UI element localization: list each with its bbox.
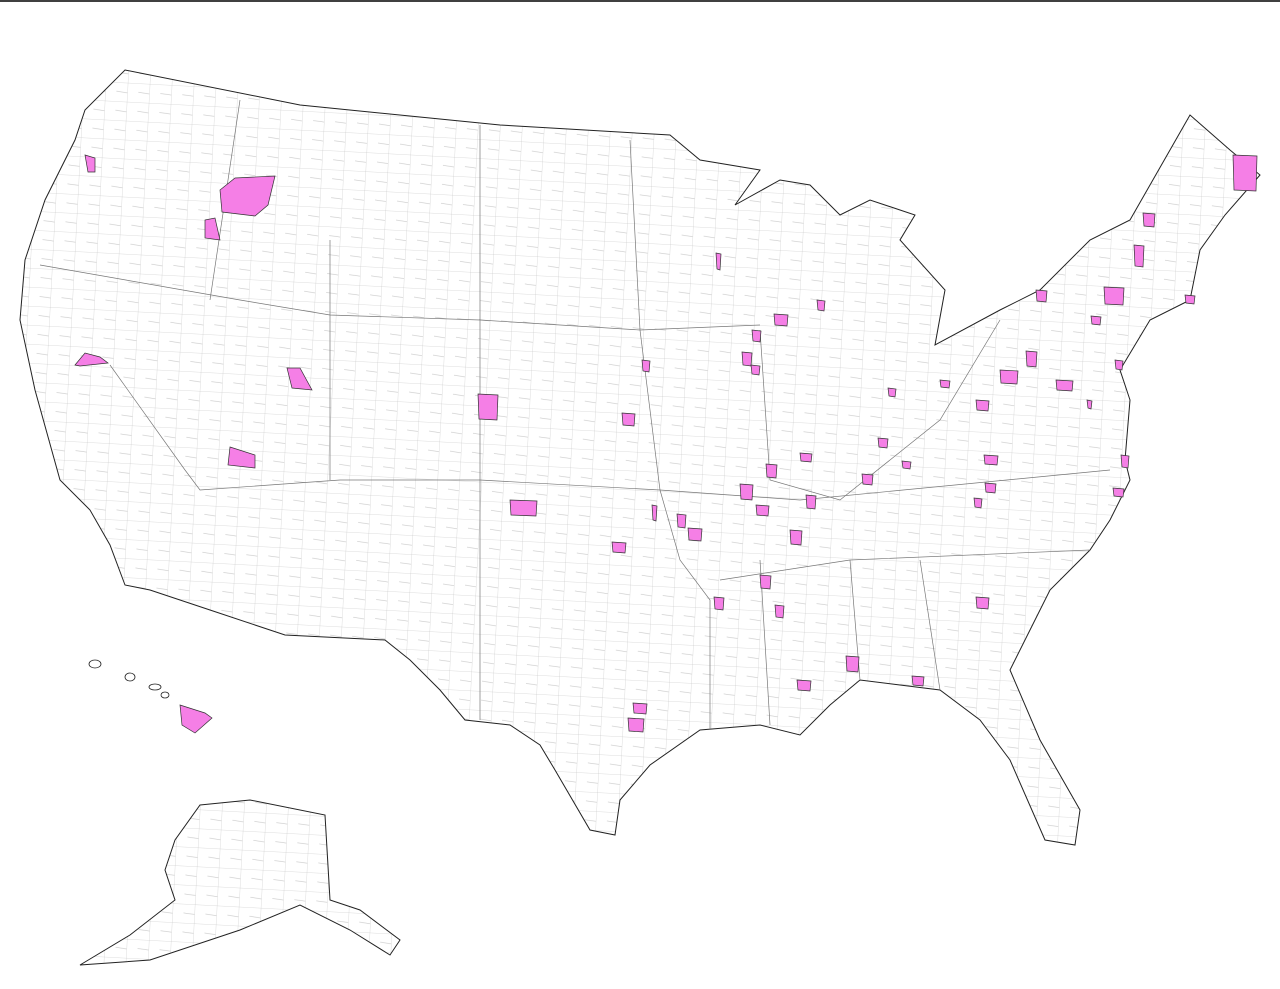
county-highlight — [84, 154, 96, 173]
county-highlight — [739, 483, 754, 501]
hawaii — [88, 659, 170, 699]
county-highlight — [1114, 359, 1124, 371]
highlighted-counties — [74, 154, 1258, 734]
county-highlight — [204, 217, 221, 241]
county-highlight — [887, 387, 897, 398]
county-highlight — [750, 364, 761, 376]
county-highlight — [939, 379, 951, 389]
county-highlight — [975, 596, 990, 610]
county-highlight — [773, 313, 789, 327]
county-highlight — [975, 399, 990, 412]
county-highlight — [755, 504, 770, 517]
county-highlight — [751, 329, 762, 343]
county-highlight — [1184, 294, 1196, 305]
county-highlight — [227, 446, 256, 469]
county-highlight — [759, 574, 772, 590]
county-highlight — [676, 513, 687, 529]
county-highlight — [789, 529, 803, 546]
county-highlight — [1133, 244, 1145, 268]
county-highlight — [911, 675, 925, 687]
county-highlight — [1112, 487, 1125, 498]
county-highlight — [999, 369, 1019, 385]
county-highlight — [1055, 379, 1074, 392]
county-highlight — [509, 499, 538, 517]
county-highlight — [286, 367, 313, 391]
county-highlight — [687, 527, 703, 542]
county-highlight — [611, 541, 627, 554]
county-highlight — [816, 299, 826, 312]
county-highlight — [973, 497, 983, 509]
county-highlight — [765, 463, 778, 479]
county-highlight — [1090, 315, 1102, 326]
county-highlight — [632, 702, 648, 715]
county-highlight — [179, 704, 213, 734]
county-highlight — [651, 504, 658, 522]
county-highlight — [713, 596, 725, 611]
county-highlight — [219, 175, 276, 217]
county-highlight — [805, 494, 817, 510]
county-highlight — [984, 482, 997, 494]
county-highlight — [1025, 350, 1038, 368]
county-highlight — [741, 351, 753, 367]
county-highlight — [641, 359, 651, 373]
county-highlight — [1103, 286, 1125, 306]
us-outline — [19, 69, 1261, 846]
county-highlight — [901, 460, 912, 470]
county-highlight — [621, 412, 636, 427]
county-highlight — [845, 655, 860, 673]
county-highlight — [715, 252, 722, 271]
county-highlight — [796, 679, 812, 692]
county-highlight — [1142, 212, 1156, 228]
county-highlight — [1232, 154, 1258, 192]
county-highlight — [477, 393, 499, 421]
alaska — [79, 799, 401, 966]
county-highlight — [1086, 399, 1093, 410]
county-highlight — [983, 454, 999, 466]
county-highlight — [627, 717, 645, 733]
county-highlight — [877, 437, 889, 449]
county-highlight — [861, 473, 874, 486]
county-highlight — [774, 604, 785, 619]
county-highlight — [799, 452, 813, 463]
county-lines — [20, 70, 1260, 845]
county-highlight — [1120, 454, 1130, 469]
county-highlight — [1035, 289, 1048, 303]
county-highlight — [74, 352, 109, 367]
